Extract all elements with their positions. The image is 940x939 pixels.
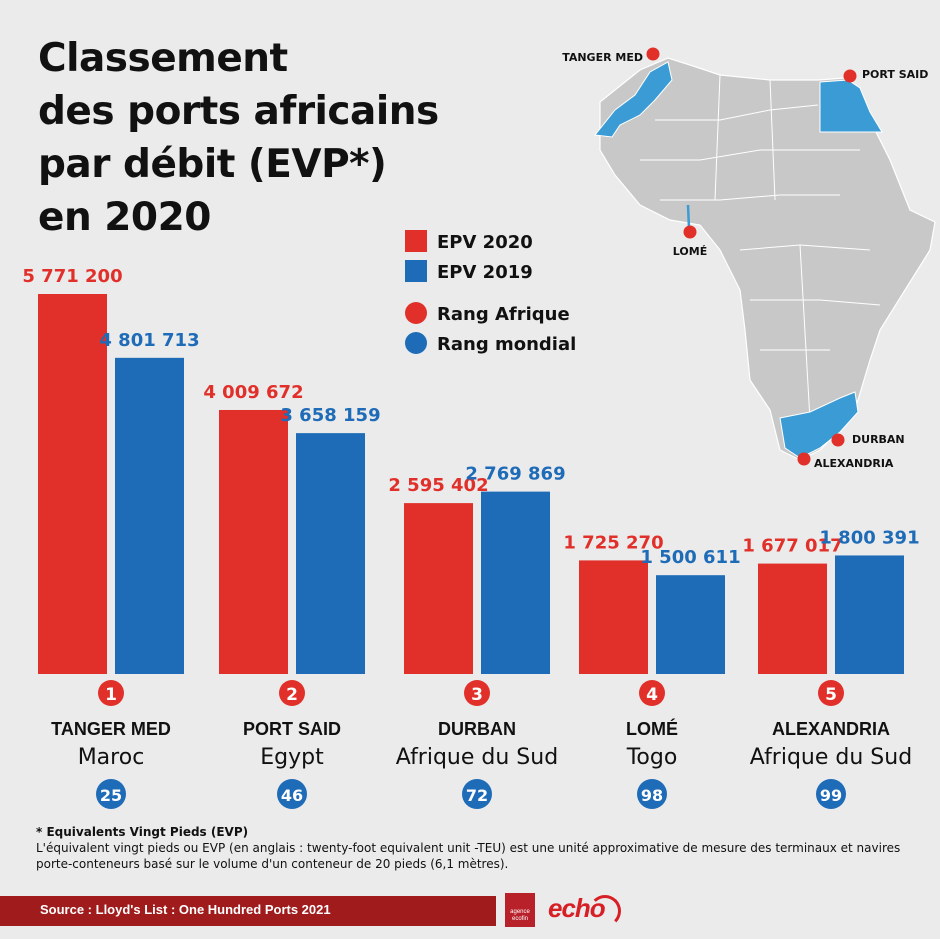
africa-rank: 2 — [286, 685, 298, 705]
title-line: par débit (EVP*) — [38, 142, 387, 187]
bar-2020 — [38, 294, 107, 674]
world-rank-badge — [96, 779, 126, 809]
data-label: 2 595 402 — [388, 475, 488, 496]
world-rank: 98 — [641, 786, 663, 805]
africa-rank-badge — [464, 680, 490, 706]
africa-borders — [640, 74, 881, 421]
country-label: Afrique du Sud — [396, 745, 558, 770]
port-marker — [797, 452, 811, 466]
world-rank: 72 — [466, 786, 488, 805]
legend-swatch — [405, 230, 427, 252]
data-label: 1 800 391 — [819, 527, 919, 548]
africa-rank-badge — [98, 680, 124, 706]
category-label: ALEXANDRIA — [772, 719, 890, 739]
bar-2019 — [656, 575, 725, 674]
world-rank-badge — [462, 779, 492, 809]
africa-rank: 5 — [825, 685, 837, 705]
world-rank-badge — [816, 779, 846, 809]
south-africa-highlight — [779, 391, 859, 459]
africa-land — [599, 57, 936, 461]
world-rank: 25 — [100, 786, 122, 805]
africa-rank: 1 — [105, 685, 117, 705]
port-label: TANGER MED — [562, 51, 643, 64]
bar-2020 — [219, 409, 288, 674]
world-rank-badge — [277, 779, 307, 809]
bar-2019 — [115, 357, 184, 674]
data-label: 5 771 200 — [22, 266, 122, 287]
africa-rank: 3 — [471, 685, 483, 705]
legend-label: EPV 2020 — [437, 232, 533, 253]
country-label: Togo — [626, 745, 678, 770]
bar-2019 — [481, 491, 550, 674]
country-label: Egypt — [260, 745, 324, 770]
legend-label: EPV 2019 — [437, 262, 533, 283]
title-line: des ports africains — [38, 89, 439, 134]
legend-swatch — [405, 302, 427, 324]
port-label: ALEXANDRIA — [814, 457, 894, 470]
footnote-text: L'équivalent vingt pieds ou EVP (en angl… — [36, 841, 901, 871]
port-marker — [843, 69, 857, 83]
africa-rank-badge — [279, 680, 305, 706]
echo-logo: echo — [548, 893, 621, 927]
bar-2020 — [404, 503, 473, 674]
bar-2019 — [835, 555, 904, 674]
legend-label: Rang Afrique — [437, 304, 570, 325]
port-label: PORT SAID — [862, 68, 928, 81]
africa-rank-badge — [818, 680, 844, 706]
agency-logo-text: agence ecofin — [510, 909, 530, 922]
egypt-highlight — [819, 79, 883, 133]
category-label: TANGER MED — [51, 719, 171, 739]
category-label: LOMÉ — [626, 718, 678, 739]
data-label: 4 009 672 — [203, 382, 303, 403]
country-label: Afrique du Sud — [750, 745, 912, 770]
togo-highlight — [686, 204, 691, 229]
port-marker — [683, 225, 697, 239]
country-label: Maroc — [78, 745, 145, 770]
chart-title: Classement des ports africains par débit… — [38, 32, 468, 244]
port-marker — [831, 433, 845, 447]
footnote-title: * Equivalents Vingt Pieds (EVP) — [36, 825, 249, 839]
data-label: 2 769 869 — [465, 464, 565, 485]
world-rank-badge — [637, 779, 667, 809]
bar-2019 — [296, 433, 365, 674]
port-label: DURBAN — [852, 433, 905, 446]
africa-map — [594, 57, 936, 461]
africa-rank: 4 — [646, 685, 658, 705]
footnote: * Equivalents Vingt Pieds (EVP) L'équiva… — [36, 824, 916, 872]
echo-logo-ring — [588, 895, 621, 927]
title-line: en 2020 — [38, 195, 211, 240]
world-rank: 46 — [281, 786, 303, 805]
africa-rank-badge — [639, 680, 665, 706]
port-marker — [646, 47, 660, 61]
agence-ecofin-logo: agence ecofin — [505, 893, 535, 927]
legend-swatch — [405, 332, 427, 354]
legend-swatch — [405, 260, 427, 282]
data-label: 4 801 713 — [99, 330, 199, 351]
world-rank: 99 — [820, 786, 842, 805]
category-label: DURBAN — [438, 719, 516, 739]
title-line: Classement — [38, 36, 288, 81]
source-text: Source : Lloyd's List : One Hundred Port… — [40, 902, 331, 917]
legend-label: Rang mondial — [437, 334, 576, 355]
bar-2020 — [579, 560, 648, 674]
port-label: LOMÉ — [673, 245, 707, 258]
data-label: 1 725 270 — [563, 532, 663, 553]
data-label: 1 500 611 — [640, 547, 740, 568]
data-label: 3 658 159 — [280, 405, 380, 426]
category-label: PORT SAID — [243, 719, 341, 739]
data-label: 1 677 017 — [742, 536, 842, 557]
morocco-highlight — [594, 61, 673, 138]
footer-bar: Source : Lloyd's List : One Hundred Port… — [0, 896, 496, 926]
bar-2020 — [758, 563, 827, 674]
